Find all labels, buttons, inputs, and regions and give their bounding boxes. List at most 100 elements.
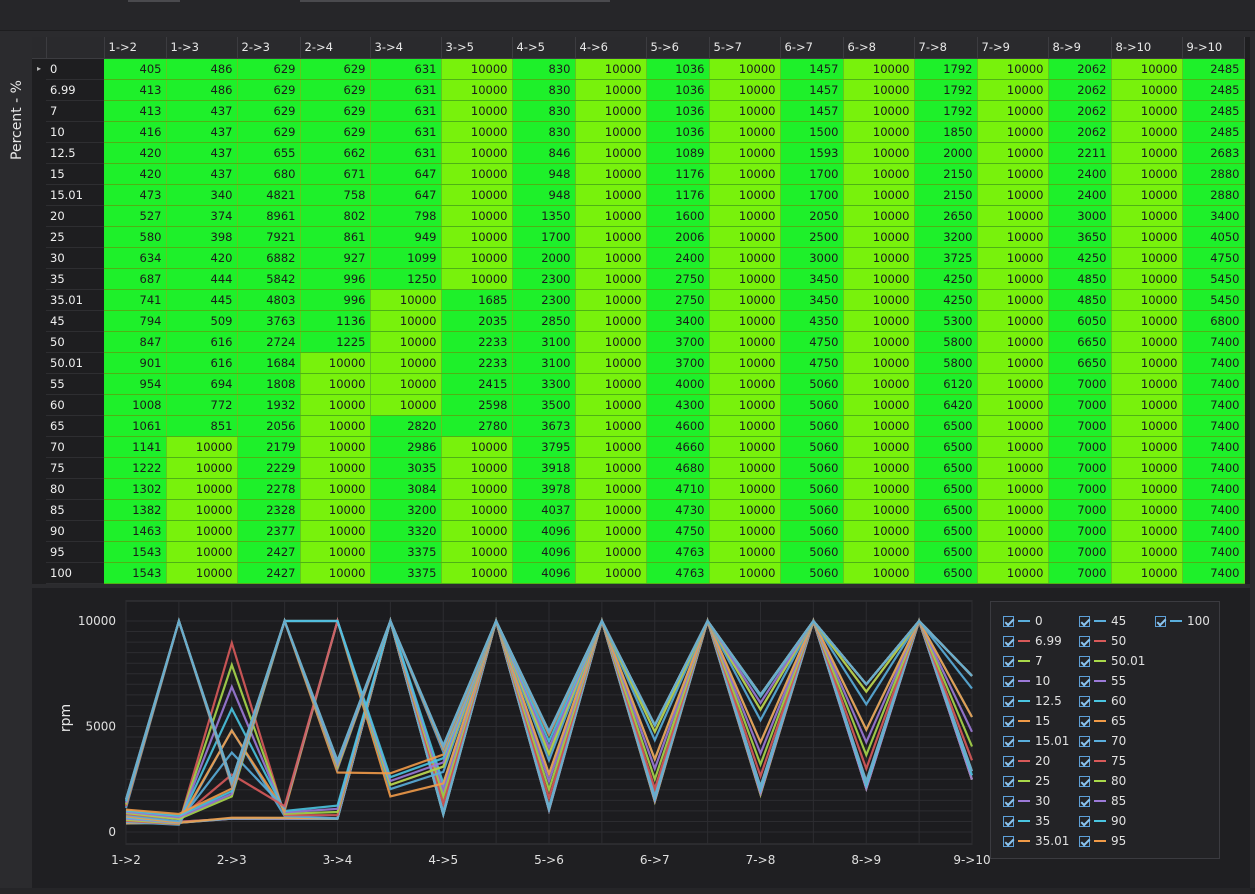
table-cell[interactable]: 4250 — [914, 268, 978, 290]
table-cell[interactable]: 1099 — [370, 247, 442, 269]
row-header[interactable]: 95 — [46, 541, 104, 563]
table-cell[interactable]: 10000 — [977, 289, 1049, 311]
table-cell[interactable]: 10000 — [575, 226, 647, 248]
table-cell[interactable]: 10000 — [441, 142, 513, 164]
table-cell[interactable]: 10000 — [575, 457, 647, 479]
table-cell[interactable]: 629 — [237, 79, 301, 101]
row-header[interactable]: 55 — [46, 373, 104, 395]
table-cell[interactable]: 2400 — [1048, 184, 1112, 206]
table-cell[interactable]: 629 — [300, 58, 371, 80]
table-cell[interactable]: 631 — [370, 100, 442, 122]
legend-item[interactable]: 80 — [1079, 772, 1126, 790]
legend-checkbox[interactable] — [1003, 795, 1014, 807]
table-cell[interactable]: 10000 — [300, 415, 371, 437]
legend-item[interactable]: 55 — [1079, 672, 1126, 690]
table-cell[interactable]: 3700 — [646, 352, 710, 374]
table-row[interactable]: 7 413 437 629 629 631 10000 830 10000 1036 10000 14… — [32, 100, 1245, 122]
legend-item[interactable]: 45 — [1079, 612, 1126, 630]
table-cell[interactable]: 1036 — [646, 58, 710, 80]
table-row[interactable]: 35 687 444 5842 996 1250 10000 2300 10000 2750 100… — [32, 268, 1245, 290]
row-selector[interactable] — [32, 100, 46, 121]
row-selector[interactable] — [32, 121, 46, 142]
table-cell[interactable]: 10000 — [441, 457, 513, 479]
table-cell[interactable]: 3000 — [780, 247, 844, 269]
table-cell[interactable]: 6500 — [914, 415, 978, 437]
table-cell[interactable]: 509 — [166, 310, 238, 332]
table-cell[interactable]: 1700 — [780, 163, 844, 185]
table-cell[interactable]: 10000 — [977, 184, 1049, 206]
table-cell[interactable]: 10000 — [843, 226, 915, 248]
table-cell[interactable]: 5060 — [780, 478, 844, 500]
table-cell[interactable]: 10000 — [1111, 121, 1183, 143]
table-cell[interactable]: 1500 — [780, 121, 844, 143]
table-cell[interactable]: 7400 — [1182, 499, 1245, 521]
table-row[interactable]: 35.01 741 445 4803 996 10000 1685 2300 10000 2750… — [32, 289, 1245, 311]
row-header[interactable]: 20 — [46, 205, 104, 227]
table-cell[interactable]: 2377 — [237, 520, 301, 542]
table-cell[interactable]: 680 — [237, 163, 301, 185]
table-cell[interactable]: 10000 — [575, 310, 647, 332]
table-cell[interactable]: 1176 — [646, 163, 710, 185]
table-cell[interactable]: 10000 — [977, 331, 1049, 353]
table-cell[interactable]: 10000 — [709, 226, 781, 248]
table-cell[interactable]: 2328 — [237, 499, 301, 521]
table-cell[interactable]: 10000 — [843, 142, 915, 164]
row-selector[interactable] — [32, 184, 46, 205]
column-header[interactable]: 5->7 — [709, 37, 781, 59]
table-cell[interactable]: 647 — [370, 184, 442, 206]
table-cell[interactable]: 10000 — [1111, 310, 1183, 332]
table-cell[interactable]: 10000 — [441, 79, 513, 101]
table-cell[interactable]: 1008 — [104, 394, 167, 416]
table-cell[interactable]: 10000 — [575, 58, 647, 80]
table-cell[interactable]: 2683 — [1182, 142, 1245, 164]
table-cell[interactable]: 10000 — [843, 289, 915, 311]
legend-checkbox[interactable] — [1003, 655, 1014, 667]
table-cell[interactable]: 10000 — [575, 163, 647, 185]
table-cell[interactable]: 631 — [370, 142, 442, 164]
table-cell[interactable]: 3300 — [512, 373, 576, 395]
table-cell[interactable]: 445 — [166, 289, 238, 311]
legend-checkbox[interactable] — [1079, 695, 1090, 707]
header-corner[interactable] — [46, 37, 105, 59]
legend-checkbox[interactable] — [1079, 775, 1090, 787]
table-cell[interactable]: 1850 — [914, 121, 978, 143]
table-cell[interactable]: 6120 — [914, 373, 978, 395]
table-cell[interactable]: 4250 — [914, 289, 978, 311]
table-cell[interactable]: 2427 — [237, 562, 301, 584]
table-row[interactable]: ▸ 0 405 486 629 629 631 10000 830 10000 1036 10000 1… — [32, 58, 1245, 80]
table-cell[interactable]: 7400 — [1182, 415, 1245, 437]
table-cell[interactable]: 2229 — [237, 457, 301, 479]
table-row[interactable]: 70 1141 10000 2179 10000 2986 10000 3795 10000 46… — [32, 436, 1245, 458]
column-header[interactable]: 2->4 — [300, 37, 371, 59]
column-header[interactable]: 8->9 — [1048, 37, 1112, 59]
table-cell[interactable]: 10000 — [977, 142, 1049, 164]
table-cell[interactable]: 10000 — [843, 478, 915, 500]
table-cell[interactable]: 10000 — [1111, 478, 1183, 500]
legend-checkbox[interactable] — [1079, 735, 1090, 747]
table-cell[interactable]: 10000 — [709, 478, 781, 500]
table-cell[interactable]: 1684 — [237, 352, 301, 374]
row-header[interactable]: 100 — [46, 562, 104, 584]
table-cell[interactable]: 10000 — [843, 268, 915, 290]
row-header[interactable]: 6.99 — [46, 79, 104, 101]
table-cell[interactable]: 10000 — [843, 352, 915, 374]
row-selector[interactable] — [32, 79, 46, 100]
table-cell[interactable]: 634 — [104, 247, 167, 269]
table-cell[interactable]: 10000 — [1111, 520, 1183, 542]
table-cell[interactable]: 629 — [237, 100, 301, 122]
legend-item[interactable]: 35 — [1003, 812, 1050, 830]
column-header[interactable]: 1->3 — [166, 37, 238, 59]
table-cell[interactable]: 10000 — [300, 499, 371, 521]
legend-checkbox[interactable] — [1003, 675, 1014, 687]
table-cell[interactable]: 4730 — [646, 499, 710, 521]
table-cell[interactable]: 7400 — [1182, 520, 1245, 542]
table-cell[interactable]: 420 — [104, 142, 167, 164]
table-cell[interactable]: 10000 — [977, 247, 1049, 269]
table-cell[interactable]: 6500 — [914, 541, 978, 563]
column-header[interactable]: 4->5 — [512, 37, 576, 59]
table-cell[interactable]: 1089 — [646, 142, 710, 164]
table-cell[interactable]: 10000 — [166, 457, 238, 479]
table-cell[interactable]: 6500 — [914, 457, 978, 479]
table-cell[interactable]: 6800 — [1182, 310, 1245, 332]
chart-legend[interactable]: 0 6.99 7 10 12.5 15 15.01 20 25 30 35 35.01 45 50 50.0… — [990, 601, 1220, 859]
